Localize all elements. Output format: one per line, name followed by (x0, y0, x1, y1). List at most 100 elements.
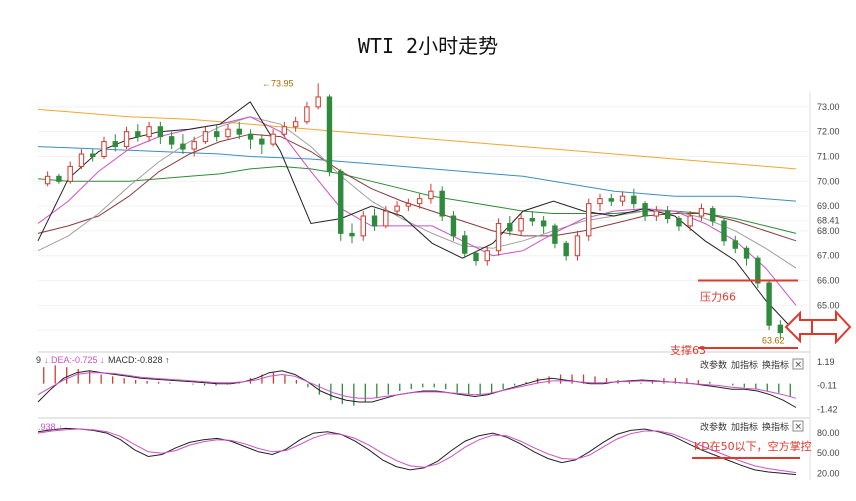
candle-body (608, 198, 614, 202)
candle-body (292, 121, 299, 128)
candle-body (642, 203, 648, 217)
y-tick-label: 71.00 (817, 151, 840, 161)
candle-body (540, 220, 547, 227)
params-button: 改参数 (700, 359, 727, 371)
candle-body (473, 252, 479, 262)
candle-body (67, 165, 73, 182)
candle-body (529, 218, 536, 222)
close-icon: ✕ (795, 422, 803, 432)
macd-y-tick: 1.19 (817, 357, 835, 367)
candle-body (777, 324, 784, 334)
candle-body (259, 138, 265, 145)
candle-body (743, 247, 750, 259)
candle-body (755, 257, 761, 284)
candle-body (112, 141, 118, 148)
macd-legend-macd: MACD:-0.828 ↑ (108, 355, 170, 365)
candle-body (101, 141, 107, 157)
candle-body (484, 250, 490, 262)
candle-body (495, 222, 502, 252)
macd-legend-dea: ↓ DEA:-0.725 ↓ (44, 355, 105, 365)
switch-indicator-button: 换指标 (762, 359, 789, 371)
kd-y-tick: 80.00 (817, 428, 840, 438)
candle-body (383, 210, 389, 227)
switch-indicator-button: 换指标 (762, 421, 789, 433)
add-indicator-button: 加指标 (731, 421, 758, 433)
candle-body (462, 235, 468, 254)
kd-d-line (37, 428, 797, 474)
chart-title: WTI 2小时走势 (357, 34, 499, 58)
add-indicator-button: 加指标 (731, 359, 758, 371)
low-price-label: 63.62 (762, 336, 785, 346)
candle-body (270, 133, 276, 145)
macd-legend-prefix: 9 (36, 355, 41, 365)
candle-body (507, 222, 513, 232)
candle-body (135, 131, 141, 138)
ma-line (37, 133, 797, 242)
candle-body (664, 210, 671, 219)
down-arrow-icon (784, 310, 813, 344)
candle-body (191, 141, 197, 150)
candle-body (146, 126, 152, 138)
kd-legend: .938 ↓ (38, 422, 63, 432)
support-label: 支撑63 (670, 343, 706, 357)
ma-line (37, 116, 797, 306)
high-price-label: ←73.95 (262, 78, 294, 88)
candle-body (766, 282, 772, 326)
candle-body (710, 208, 716, 222)
candle-body (450, 215, 457, 237)
candle-body (236, 128, 242, 135)
candle-body (428, 190, 434, 200)
y-tick-label: 65.00 (817, 300, 840, 310)
candle-body (676, 218, 682, 227)
candle-body (439, 190, 445, 217)
kd-note: KD在50以下，空方掌控 (694, 439, 812, 453)
pressure-label: 压力66 (700, 291, 736, 304)
y-tick-label: 68.41 (817, 216, 840, 226)
kd-y-tick: 20.00 (817, 468, 840, 478)
ma-line (37, 108, 797, 170)
candle-body (405, 203, 412, 207)
kd-k-line (37, 427, 797, 476)
candle-body (78, 153, 85, 167)
candle-body (90, 153, 96, 157)
close-button (792, 420, 804, 432)
y-tick-label: 70.00 (817, 176, 840, 186)
macd-dif-line (37, 370, 797, 408)
kd-y-tick: 50.00 (817, 448, 840, 458)
candle-body (202, 131, 209, 143)
candle-body (653, 210, 660, 217)
candle-body (168, 136, 175, 145)
macd-y-tick: -0.11 (817, 381, 837, 391)
close-button (792, 358, 804, 370)
candle-body (338, 170, 344, 234)
candle-body (619, 195, 626, 202)
candle-body (360, 215, 366, 237)
candle-body (698, 208, 705, 217)
candle-body (281, 126, 288, 135)
candle-body (123, 131, 130, 148)
right-arrow-icon (811, 309, 852, 345)
candle-body (371, 215, 378, 227)
candle-body (563, 242, 569, 257)
candle-body (518, 218, 524, 232)
candle-body (586, 203, 592, 237)
y-tick-label: 67.00 (817, 251, 840, 261)
candle-body (349, 232, 355, 237)
y-tick-label: 68.00 (817, 226, 840, 236)
candle-body (326, 96, 333, 172)
candle-body (597, 198, 603, 205)
candle-body (214, 131, 220, 138)
y-tick-label: 73.00 (817, 102, 840, 112)
candle-body (225, 128, 231, 138)
candle-body (394, 205, 400, 212)
params-button: 改参数 (700, 421, 727, 433)
macd-y-tick: -1.42 (817, 405, 838, 415)
candle-body (44, 175, 51, 185)
candle-body (721, 220, 727, 242)
candle-body (416, 198, 423, 205)
y-tick-label: 72.00 (817, 127, 840, 137)
candle-body (552, 225, 558, 244)
close-icon: ✕ (795, 360, 803, 370)
candle-body (732, 240, 738, 249)
